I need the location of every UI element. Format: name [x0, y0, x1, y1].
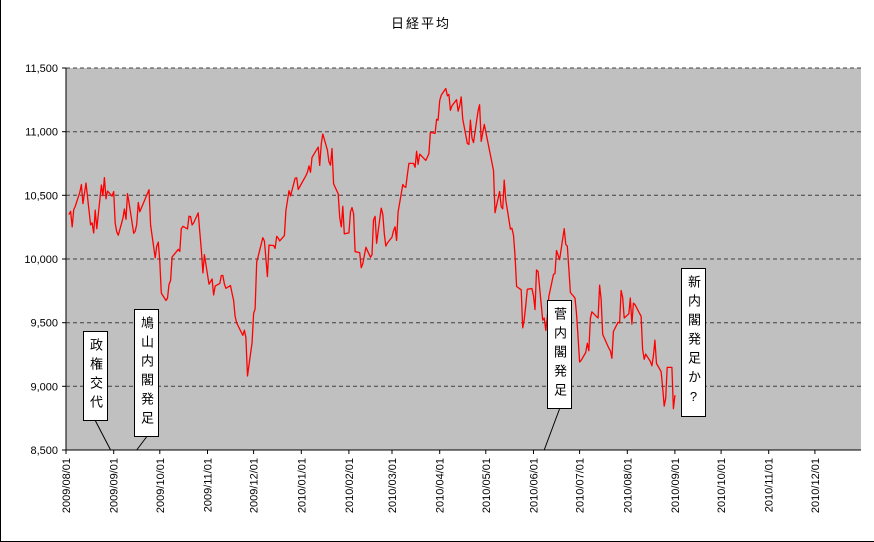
svg-text:10,000: 10,000: [24, 254, 58, 266]
svg-text:2009/08/01: 2009/08/01: [61, 458, 73, 513]
svg-text:2010/02/01: 2010/02/01: [344, 458, 356, 513]
svg-text:11,500: 11,500: [25, 63, 58, 75]
svg-text:2009/11/01: 2009/11/01: [203, 458, 215, 512]
svg-text:2009/10/01: 2009/10/01: [155, 458, 167, 513]
svg-text:2010/12/01: 2010/12/01: [810, 458, 822, 513]
svg-text:2010/05/01: 2010/05/01: [481, 458, 493, 513]
chart-title: 日経平均: [390, 16, 451, 31]
svg-text:11,000: 11,000: [25, 127, 58, 139]
svg-text:2009/12/01: 2009/12/01: [249, 458, 261, 513]
svg-text:10,500: 10,500: [24, 190, 58, 202]
svg-text:2010/03/01: 2010/03/01: [387, 458, 399, 513]
svg-text:2010/10/01: 2010/10/01: [716, 458, 728, 513]
svg-text:2010/06/01: 2010/06/01: [529, 458, 541, 513]
svg-text:2010/07/01: 2010/07/01: [575, 458, 587, 513]
svg-text:2010/01/01: 2010/01/01: [296, 458, 308, 513]
svg-text:9,500: 9,500: [30, 318, 58, 330]
svg-text:8,500: 8,500: [30, 445, 58, 457]
svg-text:9,000: 9,000: [30, 381, 58, 393]
svg-text:2010/09/01: 2010/09/01: [670, 458, 682, 513]
svg-text:2010/08/01: 2010/08/01: [622, 458, 634, 513]
svg-text:2009/09/01: 2009/09/01: [109, 458, 121, 513]
svg-text:2010/11/01: 2010/11/01: [764, 458, 776, 512]
svg-text:2010/04/01: 2010/04/01: [435, 458, 447, 513]
